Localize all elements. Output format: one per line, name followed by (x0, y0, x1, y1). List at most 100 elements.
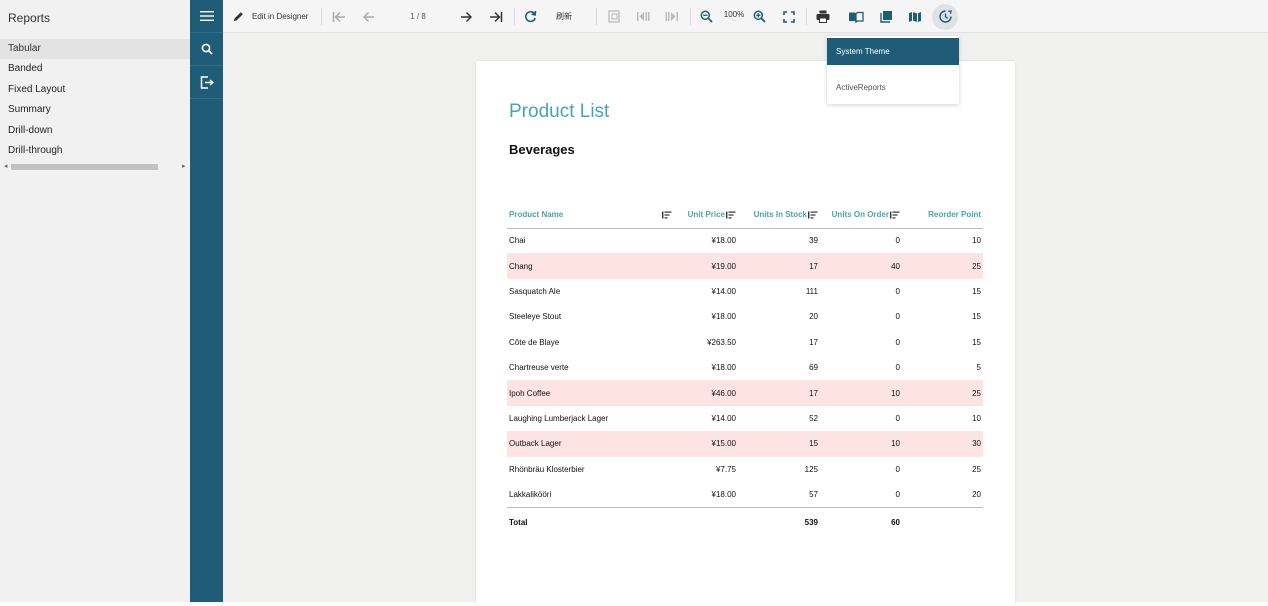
reports-panel-title: Reports (8, 11, 51, 25)
report-item-drill-through[interactable]: Drill-through (8, 145, 63, 156)
theme-option-system[interactable]: System Theme (827, 38, 959, 65)
product-table: Product Name Unit Price Units In Stock U… (507, 201, 983, 538)
continuous-mode-button[interactable] (875, 0, 897, 33)
backward-icon (637, 12, 650, 21)
scrollbar-thumb[interactable] (11, 164, 158, 170)
toolbar: Edit in Designer 1 / 8 (223, 0, 1268, 33)
map-view-button[interactable] (904, 0, 926, 33)
sort-button-product-name[interactable] (659, 201, 679, 229)
scroll-right-icon[interactable]: ▸ (182, 163, 186, 170)
cell-units-in-stock: 20 (809, 312, 818, 322)
column-header-unit-price[interactable]: Unit Price (679, 201, 738, 229)
map-icon (909, 11, 921, 22)
total-reorder-point (902, 506, 983, 538)
total-units-on-order: 60 (820, 506, 902, 538)
arrow-right-icon (461, 11, 472, 22)
sort-icon (662, 211, 672, 219)
cell-units-in-stock: 52 (809, 413, 818, 423)
fullscreen-button[interactable] (779, 0, 799, 33)
cell-reorder-point: 10 (972, 413, 981, 423)
last-page-button[interactable] (486, 0, 506, 33)
first-page-icon (332, 11, 345, 22)
cell-reorder-point: 10 (972, 236, 981, 246)
total-label: Total (507, 506, 679, 538)
cell-product-name: Côte de Blaye (509, 337, 560, 347)
column-header-units-on-order[interactable]: Units On Order (820, 201, 902, 229)
refresh-button[interactable]: 刷新 (550, 0, 578, 33)
cell-reorder-point: 15 (972, 337, 981, 347)
fullscreen-icon (783, 10, 795, 23)
cell-unit-price: ¥14.00 (711, 286, 736, 296)
table-header-row: Product Name Unit Price Units In Stock U… (507, 201, 983, 229)
column-header-label: Unit Price (687, 209, 725, 219)
export-button[interactable] (190, 66, 223, 99)
report-title: Product List (509, 101, 610, 122)
page-indicator[interactable]: 1 / 8 (398, 0, 438, 33)
cell-units-in-stock: 17 (738, 253, 820, 279)
horizontal-scrollbar[interactable]: ◂ ▸ (0, 162, 190, 172)
cell-reorder-point: 25 (902, 380, 983, 406)
backward-button[interactable] (633, 0, 653, 33)
zoom-level-select[interactable]: 100% ⋯ (722, 0, 746, 33)
hamburger-icon (199, 11, 214, 21)
report-item-tabular[interactable]: Tabular (0, 39, 190, 59)
report-viewer-workspace[interactable]: Product List Beverages Product Name Unit… (223, 33, 1268, 606)
report-item-drill-down[interactable]: Drill-down (8, 125, 53, 136)
print-button[interactable] (812, 0, 834, 33)
cell-reorder-point: 15 (972, 312, 981, 322)
group-header: Beverages (509, 142, 575, 157)
column-header-units-in-stock[interactable]: Units In Stock (738, 201, 820, 229)
cell-units-in-stock: 57 (809, 489, 818, 499)
chevron-down-icon: ⋯ (731, 17, 737, 24)
report-item-banded[interactable]: Banded (8, 63, 43, 74)
galley-mode-button[interactable] (844, 0, 868, 33)
search-button[interactable] (190, 33, 223, 66)
table-row: Chartreuse verte ¥18.00 69 0 5 (507, 355, 983, 380)
reports-panel: Reports Tabular Banded Fixed Layout Summ… (0, 0, 190, 602)
sort-icon (808, 211, 818, 219)
palette-icon (938, 10, 952, 23)
zoom-out-button[interactable] (696, 0, 716, 33)
theme-option-activereports[interactable]: ActiveReports (836, 83, 886, 92)
cell-units-on-order: 0 (895, 489, 900, 499)
edit-in-designer-button[interactable]: Edit in Designer (233, 0, 313, 33)
first-page-button[interactable] (329, 0, 349, 33)
total-unit-price (679, 506, 738, 538)
book-open-icon (849, 11, 864, 23)
column-header-product-name[interactable]: Product Name (507, 201, 659, 229)
cell-units-on-order: 0 (895, 286, 900, 296)
page-indicator-text: 1 / 8 (410, 12, 426, 21)
table-row: Laughing Lumberjack Lager ¥14.00 52 0 10 (507, 406, 983, 431)
cell-unit-price: ¥18.00 (711, 312, 736, 322)
cell-product-name: Chartreuse verte (509, 363, 569, 373)
forward-button[interactable] (662, 0, 682, 33)
scroll-left-icon[interactable]: ◂ (4, 163, 8, 170)
column-header-reorder-point[interactable]: Reorder Point (902, 201, 983, 229)
toolbar-separator (514, 8, 515, 25)
table-row: Steeleye Stout ¥18.00 20 0 15 (507, 304, 983, 329)
report-item-fixed-layout[interactable]: Fixed Layout (8, 84, 66, 95)
cell-product-name: Steeleye Stout (509, 312, 562, 322)
table-row: Côte de Blaye ¥263.50 17 0 15 (507, 330, 983, 355)
previous-page-button[interactable] (359, 0, 379, 33)
cell-unit-price: ¥15.00 (679, 431, 738, 457)
theme-button[interactable] (932, 0, 958, 33)
edit-in-designer-label: Edit in Designer (252, 12, 309, 21)
pencil-icon (234, 12, 243, 21)
zoom-in-icon (753, 10, 766, 23)
next-page-button[interactable] (456, 0, 476, 33)
cell-units-on-order: 0 (895, 236, 900, 246)
cell-units-on-order: 10 (820, 380, 902, 406)
parameters-button[interactable] (604, 0, 624, 33)
refresh-icon-button[interactable] (520, 0, 540, 33)
zoom-in-button[interactable] (749, 0, 769, 33)
cell-units-on-order: 0 (895, 337, 900, 347)
table-row: Lakkalikööri ¥18.00 57 0 20 (507, 482, 983, 507)
menu-toggle-button[interactable] (190, 0, 223, 33)
report-item-summary[interactable]: Summary (8, 104, 51, 115)
column-header-label: Reorder Point (928, 209, 981, 219)
page-stack-icon (879, 11, 892, 23)
sort-icon (890, 211, 900, 219)
cell-units-on-order: 0 (895, 312, 900, 322)
cell-product-name: Lakkalikööri (509, 489, 552, 499)
